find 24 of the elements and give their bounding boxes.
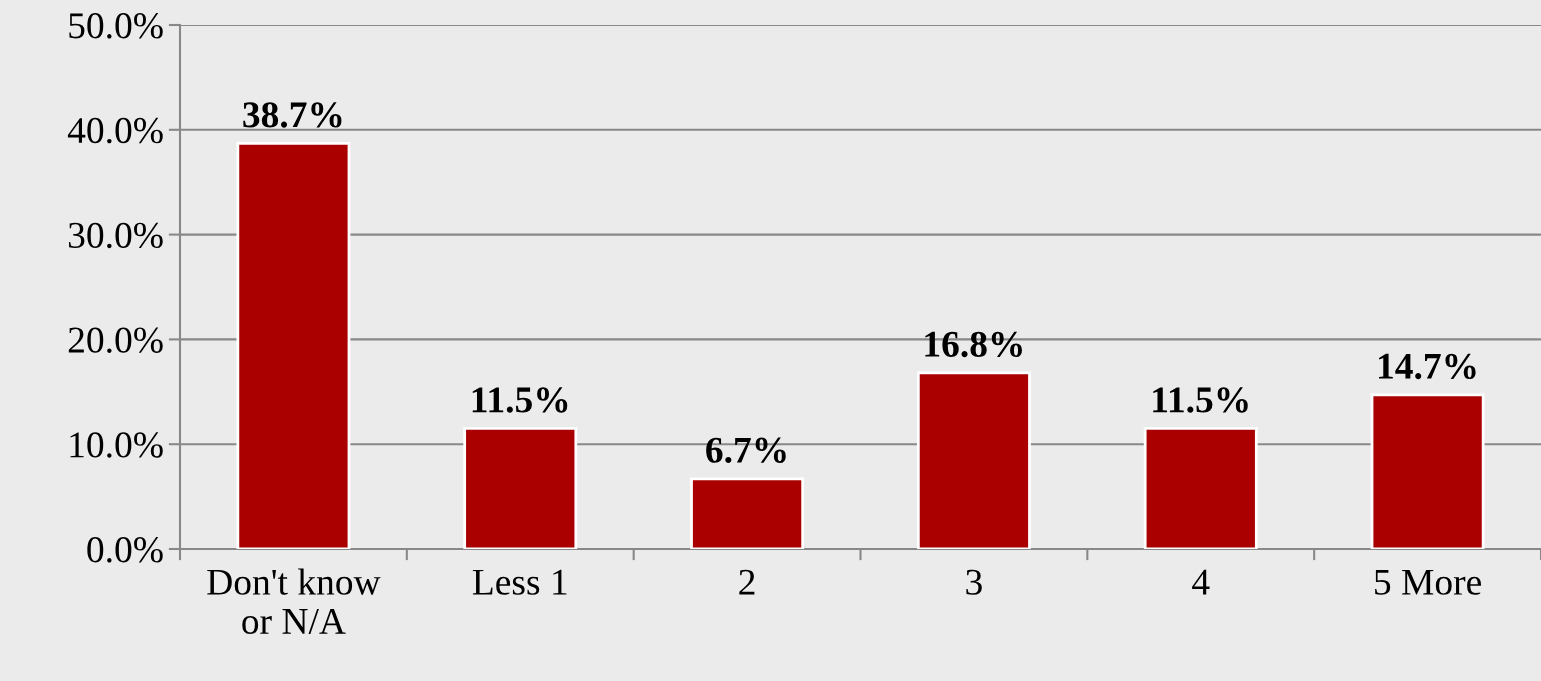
data-label: 38.7% (243, 102, 342, 128)
data-label: 6.7% (706, 437, 786, 463)
bar (463, 427, 578, 549)
x-tick-label: 4 (1192, 569, 1210, 595)
bar (690, 477, 805, 549)
bar (916, 371, 1031, 549)
y-tick-label: 50.0% (69, 13, 163, 39)
x-tick-label: 5 More (1375, 569, 1481, 595)
x-tick-label: Less 1 (472, 569, 567, 595)
y-tick-label: 0.0% (87, 537, 163, 563)
data-label: 11.5% (1153, 387, 1248, 413)
data-label: 11.5% (472, 387, 568, 413)
y-tick-label: 30.0% (68, 222, 163, 249)
y-tick-label: 20.0% (68, 327, 163, 353)
x-tick-label: 3 (966, 569, 982, 595)
x-tick-label: 2 (739, 569, 755, 595)
bar (1370, 393, 1485, 549)
y-tick-label: 10.0% (70, 432, 163, 458)
x-tick-label: Don't know or N/A (207, 568, 381, 635)
y-tick-label: 40.0% (67, 117, 163, 144)
data-label: 16.8% (925, 331, 1022, 358)
data-label: 14.7% (1379, 353, 1476, 380)
bar (236, 142, 351, 549)
bar (1143, 427, 1258, 549)
